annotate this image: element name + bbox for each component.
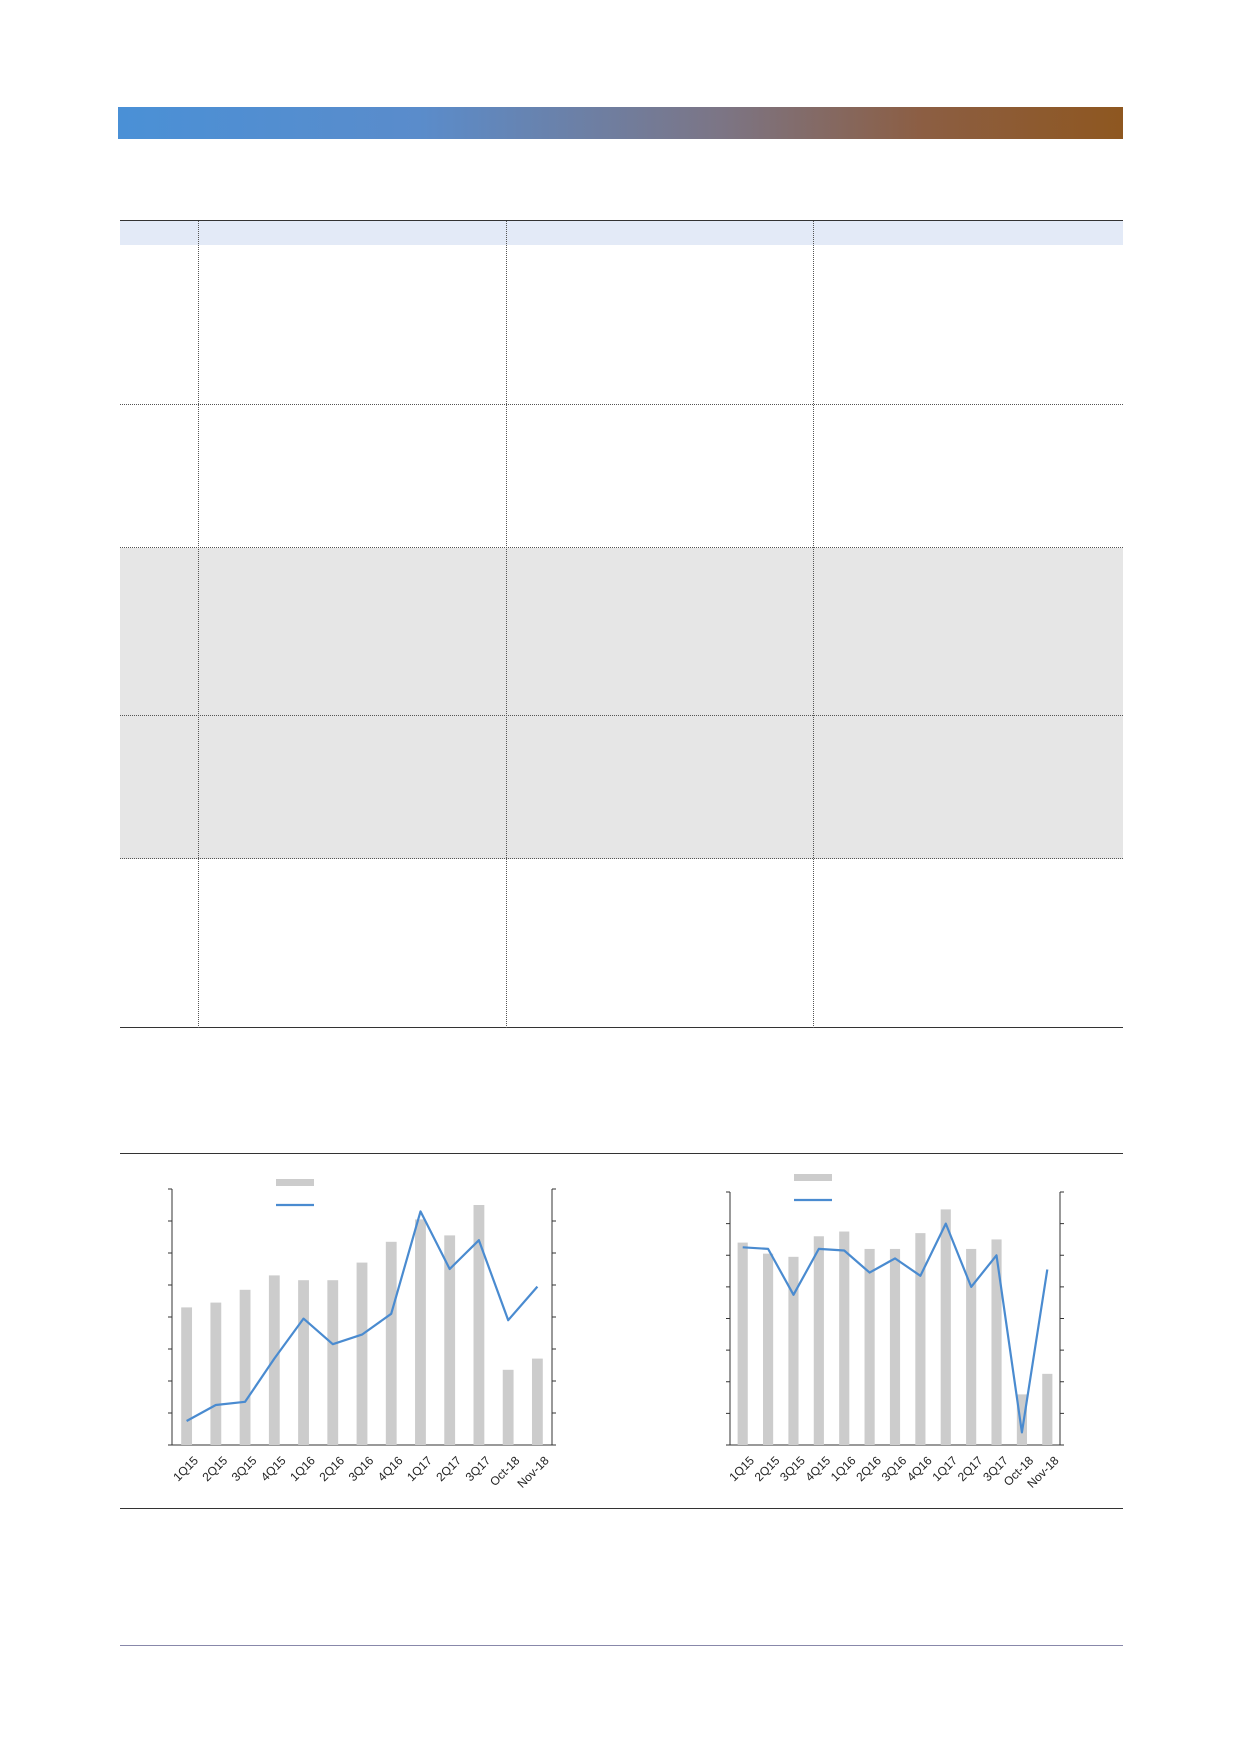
table-row: [120, 548, 1123, 716]
bar: [763, 1253, 774, 1445]
table-row: [120, 716, 1123, 859]
x-tick-label: 4Q15: [803, 1453, 834, 1484]
bar: [1016, 1394, 1027, 1445]
bar: [991, 1239, 1002, 1445]
x-tick-label: 1Q17: [404, 1453, 435, 1484]
x-tick-label: 2Q17: [433, 1453, 464, 1484]
table-top-rule: [120, 220, 1123, 221]
x-tick-label: 3Q16: [879, 1453, 910, 1484]
right-chart-svg: 1Q152Q153Q154Q151Q162Q163Q164Q161Q172Q17…: [726, 1174, 1064, 1491]
x-tick-label: 2Q16: [316, 1453, 347, 1484]
x-tick-label: 4Q16: [904, 1453, 935, 1484]
bar: [1042, 1373, 1053, 1445]
x-tick-label: 4Q16: [375, 1453, 406, 1484]
bar: [356, 1262, 368, 1445]
header-banner: [118, 107, 1123, 139]
column-divider: [506, 221, 507, 1028]
charts-bottom-rule: [120, 1508, 1123, 1509]
bar: [889, 1248, 901, 1445]
bar: [966, 1248, 977, 1445]
bar: [502, 1369, 514, 1445]
bar: [444, 1235, 456, 1445]
x-tick-label: 2Q15: [752, 1453, 783, 1484]
bar: [473, 1205, 485, 1445]
x-tick-label: 1Q15: [170, 1453, 201, 1484]
x-tick-label: 1Q17: [929, 1453, 960, 1484]
table-row: [120, 245, 1123, 405]
bar: [864, 1248, 875, 1445]
x-tick-label: 3Q15: [777, 1453, 808, 1484]
bar: [327, 1280, 339, 1445]
table-row: [120, 859, 1123, 1028]
bar: [210, 1302, 222, 1445]
column-divider: [198, 221, 199, 1028]
bar: [298, 1280, 309, 1445]
left-chart-svg: 1Q152Q153Q154Q151Q162Q163Q164Q161Q172Q17…: [168, 1179, 556, 1491]
x-tick-label: 1Q15: [726, 1453, 757, 1484]
column-divider: [813, 221, 814, 1028]
table-header-row: [120, 221, 1123, 245]
charts-top-rule: [120, 1153, 1123, 1154]
legend-bar-swatch: [276, 1179, 314, 1186]
bar: [737, 1242, 748, 1445]
x-tick-label: 2Q16: [853, 1453, 884, 1484]
bar: [915, 1233, 926, 1445]
bar: [940, 1209, 951, 1445]
bar: [788, 1256, 799, 1445]
x-tick-label: 1Q16: [828, 1453, 859, 1484]
right-chart: 1Q15 2Q15 3Q15 4Q15 1Q16 2Q16 3Q16 4Q16 1Q17 2Q17…: [712, 1160, 1082, 1500]
x-tick-label: 3Q15: [229, 1453, 260, 1484]
legend-bar-swatch: [794, 1174, 832, 1181]
x-tick-label: 1Q16: [287, 1453, 318, 1484]
x-tick-label: 3Q16: [346, 1453, 377, 1484]
x-tick-label: 2Q17: [955, 1453, 986, 1484]
line-series: [186, 1210, 539, 1422]
bar: [239, 1289, 251, 1445]
bar: [839, 1231, 850, 1445]
bar: [813, 1236, 824, 1445]
footer-rule: [120, 1645, 1123, 1646]
line-series: [742, 1222, 1049, 1434]
bar: [415, 1219, 426, 1445]
left-chart: 1Q15 2Q15 3Q15 4Q15 1Q16 2Q16 3Q16 4Q16 1Q17 2Q17…: [160, 1160, 580, 1500]
x-tick-label: 2Q15: [200, 1453, 231, 1484]
table-row: [120, 405, 1123, 548]
bar: [181, 1307, 193, 1445]
bar: [531, 1358, 543, 1445]
bar: [385, 1241, 397, 1445]
x-tick-label: Nov-18: [514, 1453, 551, 1490]
x-tick-label: 4Q15: [258, 1453, 289, 1484]
